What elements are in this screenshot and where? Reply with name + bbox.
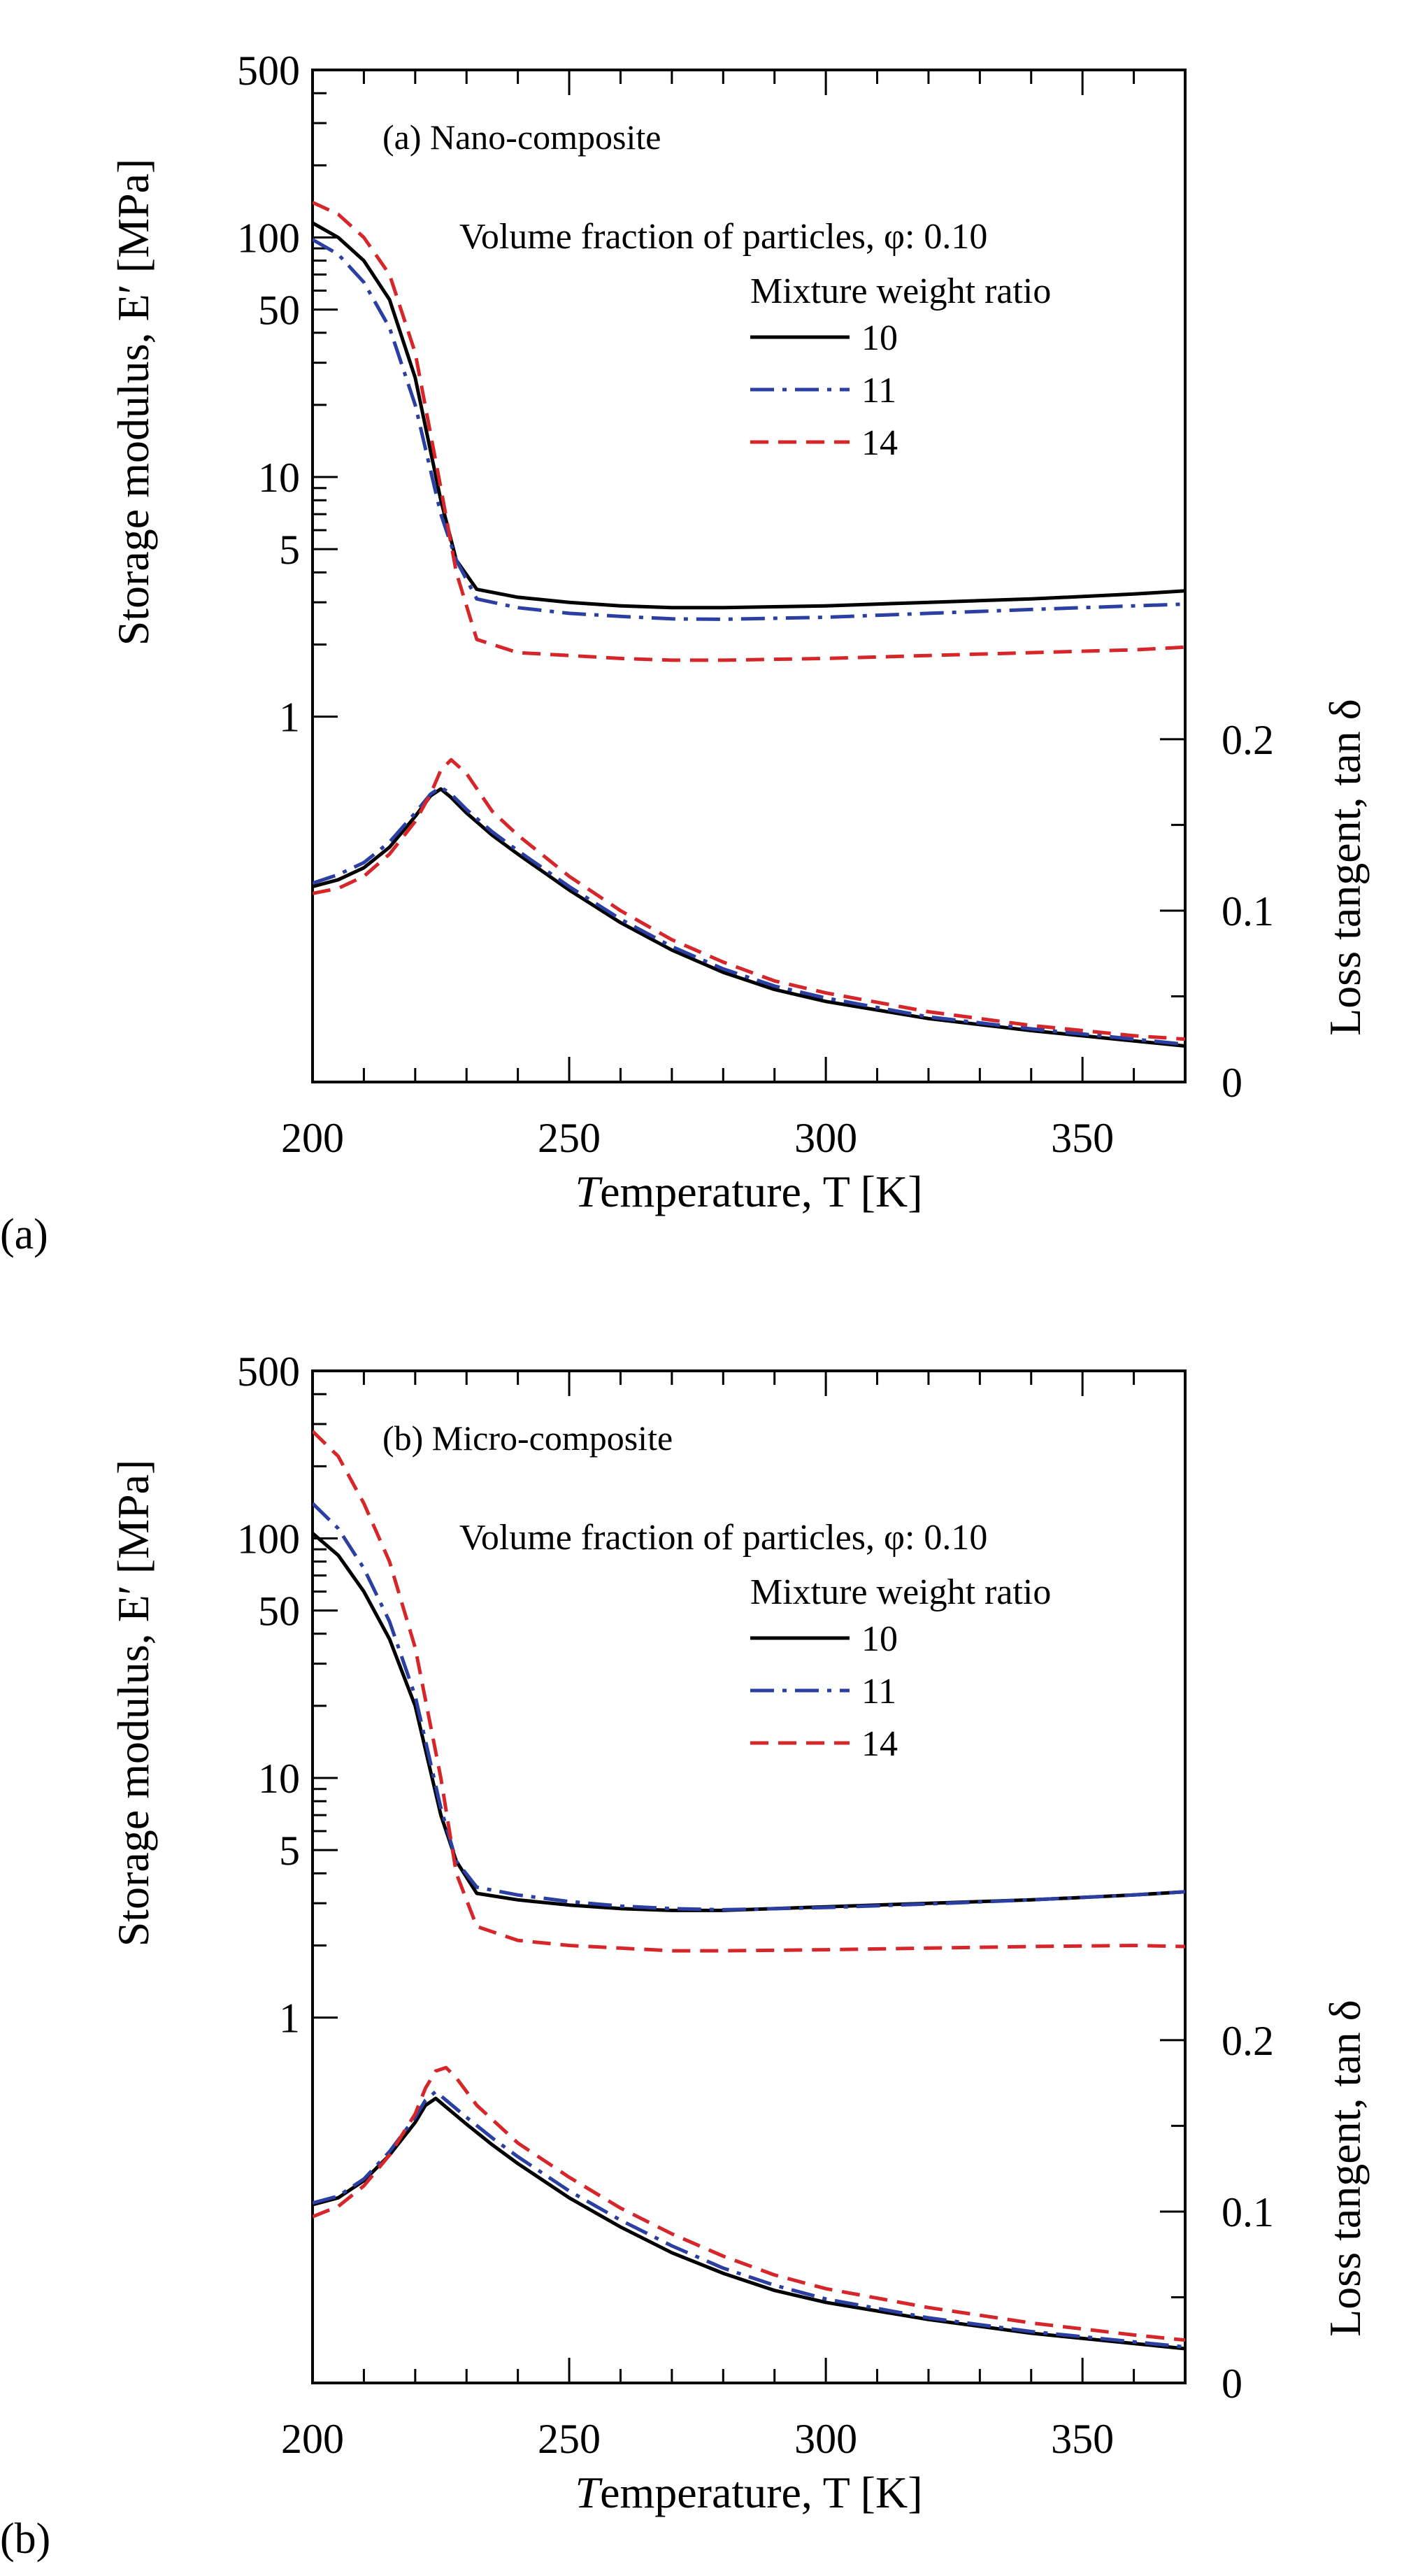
chart-panel-a: 200 250 300 350 500 100 50 10 5 1 0.2 0.1 0 Temperatu… <box>0 48 1370 1258</box>
y-left-axis-label: Storage modulus, E′ [MPa] <box>108 159 158 646</box>
legend-title: Mixture weight ratio <box>750 1572 1051 1612</box>
chart-panel-b: 200 250 300 350 500 100 50 10 5 1 0.2 0.1 0 Temperatu… <box>0 1349 1370 2563</box>
y-left-tick-label: 50 <box>258 1588 300 1635</box>
legend-label: 14 <box>861 423 898 463</box>
legend-label: 11 <box>861 371 896 411</box>
data-layer <box>313 201 1185 1048</box>
y-right-axis-label: Loss tangent, tan δ <box>1320 699 1370 1036</box>
x-tick-label: 300 <box>794 2416 857 2462</box>
x-tick-label: 250 <box>538 1115 601 1161</box>
series-line-tan-delta-14 <box>313 2065 1185 2342</box>
legend-label: 10 <box>861 318 898 358</box>
x-tick-label: 250 <box>538 2416 601 2462</box>
y-right-tick-label: 0.2 <box>1222 717 1274 763</box>
y-left-axis-label: Storage modulus, E′ [MPa] <box>108 1460 158 1947</box>
y-left-tick-label: 500 <box>237 48 300 94</box>
x-axis-label: Temperature, T [K] <box>575 1167 922 1216</box>
y-left-tick-label: 100 <box>237 1516 300 1562</box>
y-right-tick-label: 0 <box>1222 1060 1242 1106</box>
plot-frame <box>311 1369 1187 2384</box>
x-tick-label: 300 <box>794 1115 857 1161</box>
plot-title: (a) Nano-composite <box>382 118 661 157</box>
panel-label: (a) <box>0 1211 48 1258</box>
y-left-tick-label: 10 <box>258 455 300 501</box>
y-right-tick-label: 0.1 <box>1222 888 1274 934</box>
series-line-storage-14 <box>313 201 1185 662</box>
x-tick-label: 350 <box>1051 1115 1114 1161</box>
legend-title: Mixture weight ratio <box>750 271 1051 311</box>
y-left-tick-label: 1 <box>279 695 300 741</box>
plot-frame <box>311 69 1187 1083</box>
y-right-tick-label: 0.2 <box>1222 2018 1274 2064</box>
y-left-tick-label: 500 <box>237 1349 300 1395</box>
y-left-tick-label: 100 <box>237 215 300 261</box>
y-left-tick-label: 5 <box>279 527 300 573</box>
legend-label: 10 <box>861 1619 898 1659</box>
y-right-tick-label: 0 <box>1222 2361 1242 2407</box>
x-tick-label: 200 <box>281 2416 344 2462</box>
plot-title: (b) Micro-composite <box>382 1418 673 1458</box>
annotation: Volume fraction of particles, φ: 0.10 <box>459 1518 987 1558</box>
y-left-tick-label: 5 <box>279 1828 300 1874</box>
legend-label: 14 <box>861 1724 898 1764</box>
y-left-tick-label: 1 <box>279 1995 300 2042</box>
series-line-storage-10 <box>313 221 1185 610</box>
data-layer <box>313 1430 1185 2351</box>
legend: Mixture weight ratio 10 11 14 <box>750 1572 1051 1764</box>
x-axis-label: Temperature, T [K] <box>575 2468 922 2517</box>
y-right-axis-label: Loss tangent, tan δ <box>1320 2000 1370 2337</box>
x-tick-label: 200 <box>281 1115 344 1161</box>
annotation: Volume fraction of particles, φ: 0.10 <box>459 217 987 257</box>
series-line-storage-11 <box>313 238 1185 621</box>
series-line-storage-11 <box>313 1502 1185 1912</box>
series-line-tan-delta-10 <box>313 2096 1185 2351</box>
y-right-tick-label: 0.1 <box>1222 2189 1274 2235</box>
panel-label: (b) <box>0 2515 50 2563</box>
series-line-tan-delta-11 <box>313 2089 1185 2349</box>
series-line-tan-delta-14 <box>313 757 1185 1041</box>
y-left-tick-label: 50 <box>258 287 300 334</box>
series-line-storage-10 <box>313 1532 1185 1912</box>
y-left-tick-label: 10 <box>258 1756 300 1802</box>
series-line-storage-14 <box>313 1430 1185 1953</box>
series-line-tan-delta-11 <box>313 785 1185 1046</box>
x-tick-label: 350 <box>1051 2416 1114 2462</box>
legend-label: 11 <box>861 1672 896 1712</box>
legend: Mixture weight ratio 10 11 14 <box>750 271 1051 463</box>
series-line-tan-delta-10 <box>313 787 1185 1048</box>
